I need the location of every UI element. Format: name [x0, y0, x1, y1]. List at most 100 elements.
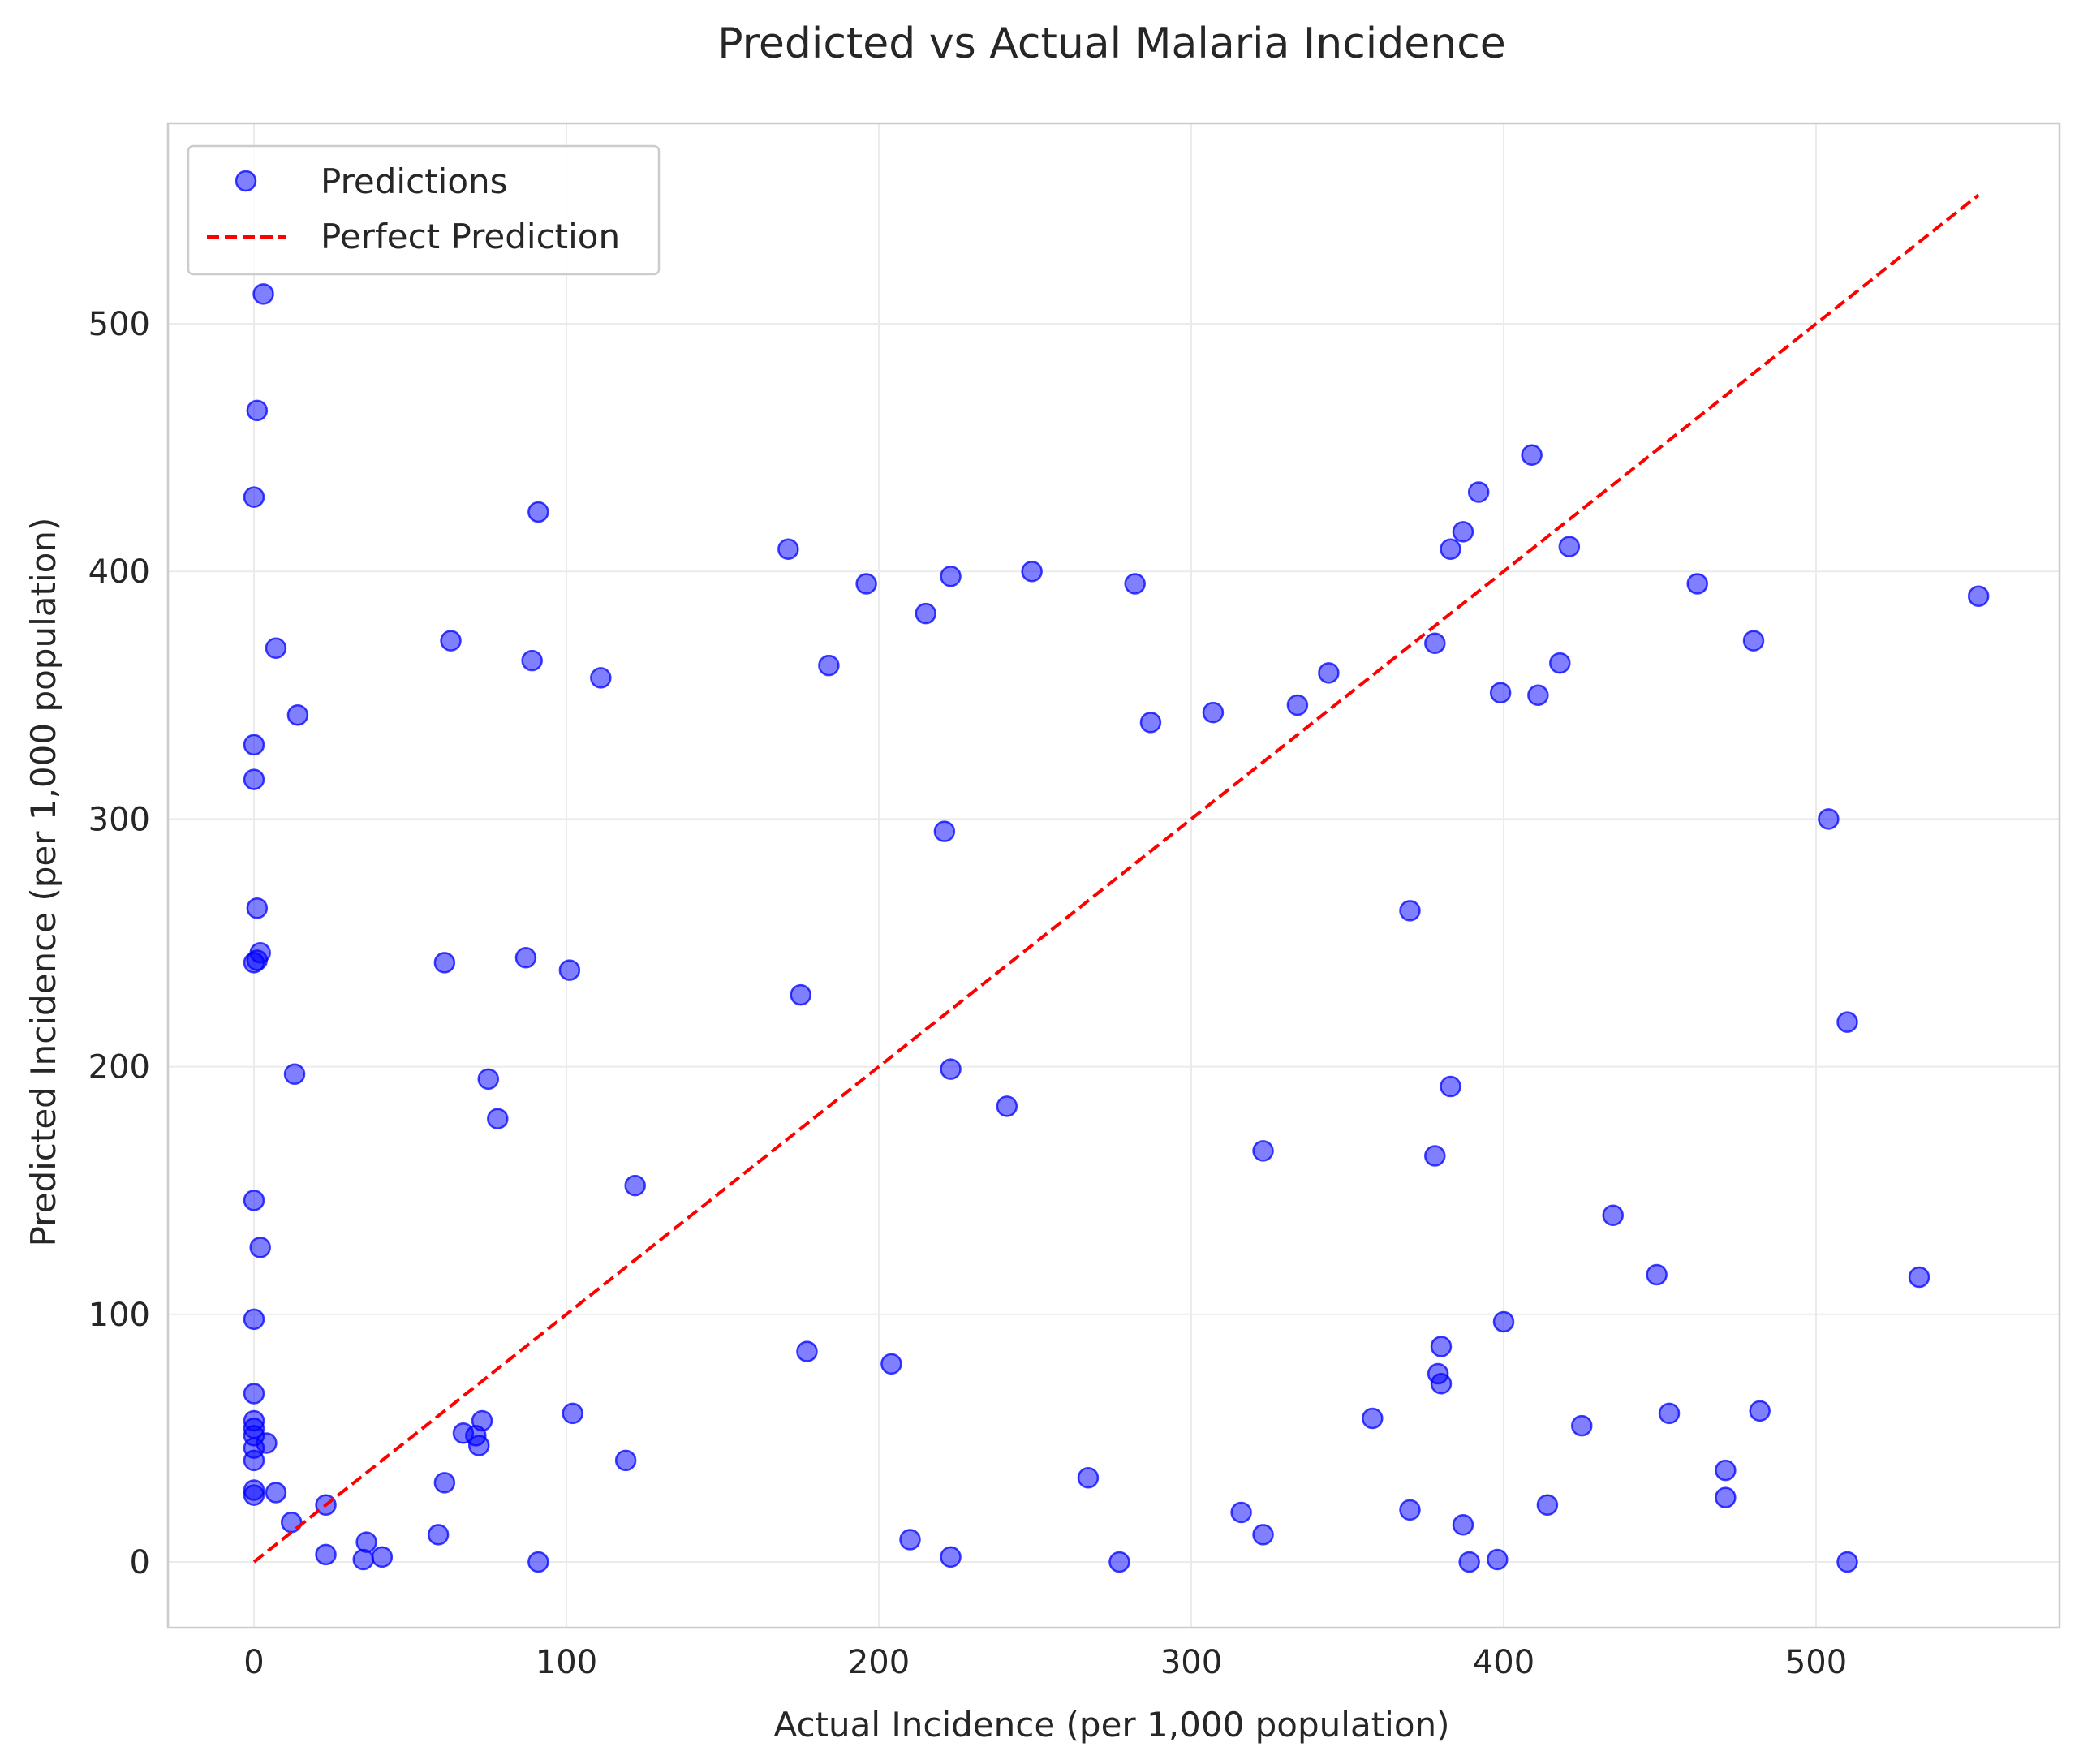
data-point — [790, 983, 811, 1006]
data-point — [614, 1449, 637, 1472]
data-point — [1715, 1459, 1737, 1482]
data-point — [1492, 1310, 1515, 1333]
data-point — [1202, 701, 1225, 724]
data-point — [243, 1308, 265, 1331]
data-point — [249, 1237, 271, 1258]
data-point — [440, 630, 462, 652]
data-point — [283, 1063, 306, 1086]
x-axis-label: Actual Incidence (per 1,000 population) — [773, 1705, 1449, 1745]
data-point — [1742, 630, 1765, 652]
y-tick-label: 500 — [88, 306, 150, 343]
x-tick-label: 100 — [536, 1644, 597, 1681]
data-point — [996, 1095, 1018, 1117]
data-point — [1430, 1336, 1453, 1357]
data-point — [246, 399, 269, 422]
data-point — [915, 602, 936, 625]
data-point — [1399, 900, 1421, 922]
data-point — [243, 1484, 265, 1506]
data-point — [1452, 521, 1474, 543]
data-point — [243, 768, 265, 790]
data-point — [243, 952, 265, 974]
data-point — [1108, 1551, 1130, 1573]
plot-area: 0 100 200 300 400 500 0 100 200 300 400 500 — [88, 122, 2061, 1681]
data-point — [1836, 1551, 1858, 1573]
x-tick-label: 400 — [1473, 1644, 1534, 1681]
perfect-prediction-line — [252, 193, 1980, 1564]
data-point — [1549, 652, 1571, 674]
data-point — [1686, 573, 1708, 595]
x-tick-label: 0 — [243, 1644, 264, 1681]
data-point — [1908, 1266, 1930, 1289]
data-point — [243, 486, 265, 508]
data-point — [265, 1482, 287, 1504]
legend-marker-predictions — [235, 170, 257, 192]
data-point — [514, 947, 537, 969]
data-point — [818, 654, 840, 677]
data-point — [1021, 560, 1043, 583]
data-point — [246, 897, 269, 919]
y-axis-label: Predicted Incidence (per 1,000 populatio… — [24, 518, 63, 1247]
data-point — [1440, 1075, 1461, 1098]
data-point — [940, 566, 962, 587]
y-tick-label: 0 — [130, 1544, 150, 1581]
data-point — [280, 1511, 303, 1534]
data-point — [1658, 1402, 1681, 1425]
data-point — [1252, 1524, 1274, 1546]
x-tick-label: 200 — [848, 1644, 910, 1681]
data-point — [433, 952, 456, 974]
legend-label-perfect-prediction: Perfect Prediction — [321, 217, 620, 256]
data-point — [477, 1068, 499, 1091]
data-point — [624, 1174, 646, 1197]
chart-title: Predicted vs Actual Malaria Incidence — [717, 19, 1506, 68]
data-point — [355, 1531, 377, 1553]
y-tick-label: 100 — [88, 1297, 150, 1334]
data-point — [527, 501, 549, 523]
data-point — [1452, 1513, 1474, 1536]
data-point — [1139, 712, 1162, 734]
data-point — [562, 1402, 583, 1425]
data-point — [265, 637, 287, 660]
data-point — [1458, 1551, 1480, 1573]
data-point — [1521, 444, 1543, 467]
data-point — [1399, 1499, 1421, 1521]
data-point — [1286, 694, 1309, 716]
data-point — [286, 703, 309, 726]
data-point — [1467, 481, 1490, 503]
data-point — [1536, 1494, 1559, 1517]
data-point — [1440, 538, 1461, 560]
data-point — [1124, 573, 1146, 595]
y-tick-label: 200 — [88, 1049, 150, 1086]
data-point — [777, 538, 799, 560]
data-point — [467, 1435, 490, 1456]
data-point — [1749, 1400, 1771, 1422]
data-point — [1252, 1140, 1274, 1162]
data-point — [1487, 1548, 1509, 1571]
data-point — [243, 1449, 265, 1472]
data-point — [427, 1524, 450, 1546]
data-point — [558, 959, 581, 981]
data-point — [1602, 1204, 1624, 1226]
data-point — [1430, 1373, 1453, 1395]
data-point — [1489, 682, 1512, 703]
data-point — [243, 1190, 265, 1211]
legend: Predictions Perfect Prediction — [187, 144, 661, 276]
data-point — [1715, 1486, 1737, 1508]
data-point — [352, 1548, 374, 1571]
data-point — [1646, 1263, 1668, 1286]
x-tick-label: 300 — [1160, 1644, 1222, 1681]
data-point — [1424, 632, 1446, 654]
data-point — [940, 1058, 962, 1080]
data-point — [1527, 684, 1549, 707]
data-point — [243, 1383, 265, 1405]
data-point — [1818, 808, 1840, 830]
data-point — [1424, 1145, 1446, 1167]
data-point — [1967, 585, 1990, 607]
data-point — [521, 649, 543, 672]
data-point — [252, 283, 274, 305]
data-point — [1318, 662, 1340, 684]
data-point — [1230, 1501, 1252, 1524]
data-point — [590, 667, 612, 689]
data-point — [1362, 1407, 1384, 1430]
y-tick-label: 400 — [88, 553, 150, 591]
data-point — [1836, 1011, 1858, 1033]
